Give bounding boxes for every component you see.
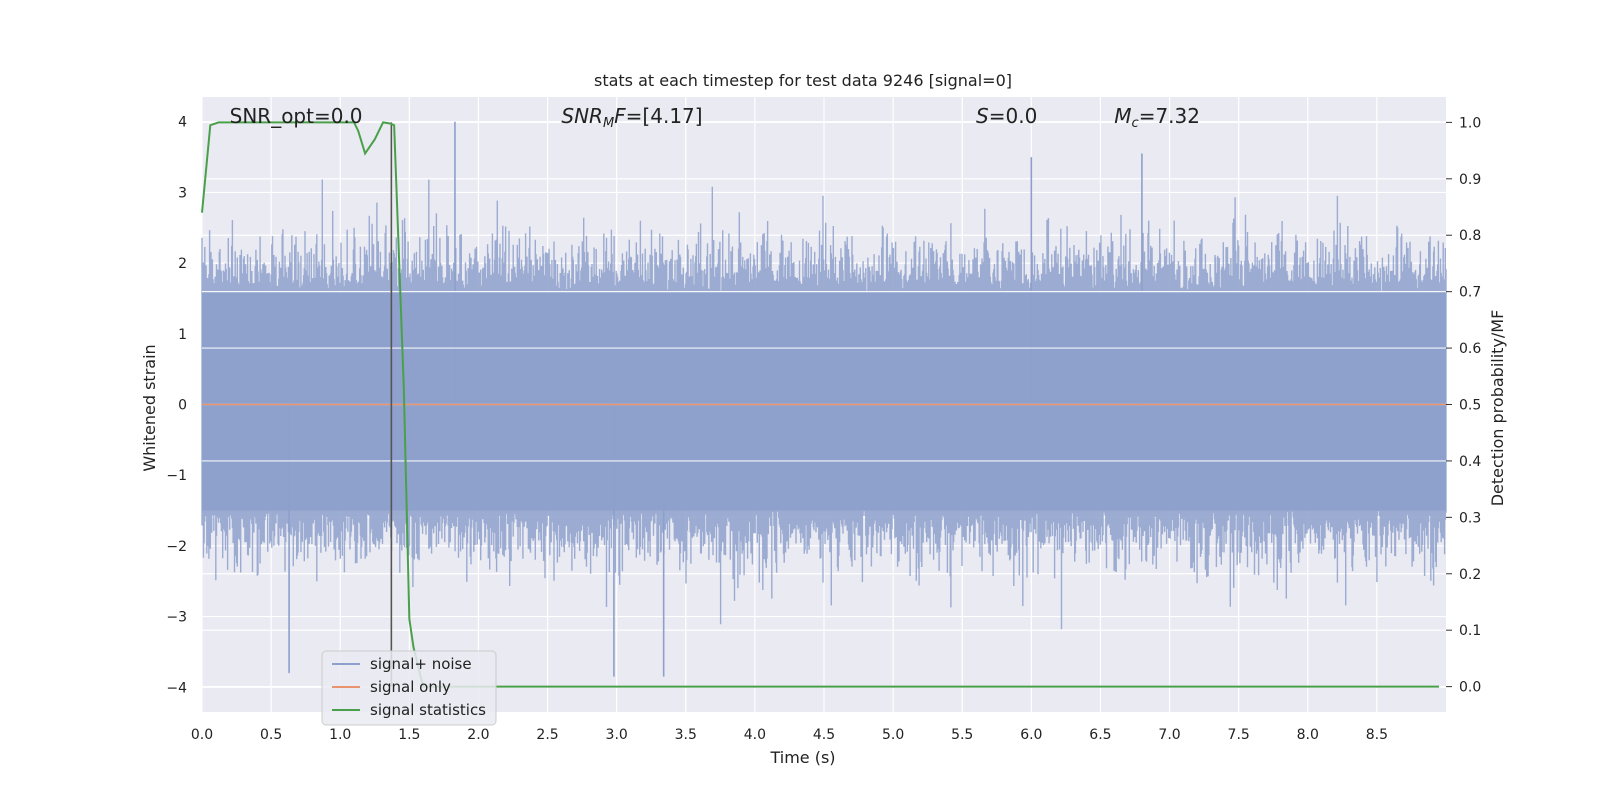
y-tick-label: 1 — [178, 327, 187, 343]
x-tick-label: 3.5 — [675, 727, 697, 743]
annotation-text: SNRMF=[4.17] — [561, 104, 702, 131]
chart-title: stats at each timestep for test data 924… — [594, 71, 1012, 90]
annotation-text: S=0.0 — [976, 104, 1037, 128]
x-tick-label: 1.5 — [398, 727, 420, 743]
y-right-tick-label: 0.4 — [1459, 454, 1481, 470]
x-tick-label: 4.0 — [744, 727, 766, 743]
y-tick-label: 0 — [178, 398, 187, 414]
y-tick-label: 3 — [178, 185, 187, 201]
y-tick-label: −4 — [166, 680, 187, 696]
annotation-text: Mc=7.32 — [1114, 104, 1200, 131]
x-tick-label: 6.0 — [1020, 727, 1042, 743]
y-right-tick-label: 0.3 — [1459, 510, 1481, 526]
x-tick-label: 6.5 — [1089, 727, 1111, 743]
legend-label: signal statistics — [370, 701, 486, 719]
x-axis-label: Time (s) — [769, 748, 835, 767]
x-tick-label: 7.5 — [1228, 727, 1250, 743]
y-right-tick-label: 0.8 — [1459, 228, 1481, 244]
x-tick-label: 5.0 — [882, 727, 904, 743]
y-right-tick-label: 0.2 — [1459, 567, 1481, 583]
series-lines — [201, 121, 1446, 688]
y-right-tick-label: 0.0 — [1459, 680, 1481, 696]
x-tick-label: 2.0 — [467, 727, 489, 743]
y-right-tick-label: 0.6 — [1459, 341, 1481, 357]
legend-label: signal only — [370, 678, 451, 696]
y-tick-label: −3 — [166, 610, 187, 626]
x-axis-ticks: 0.0 0.5 1.0 1.5 2.0 2.5 3.0 3.5 4.0 4.5 5.0 5.5 6.0 6… — [191, 727, 1388, 743]
y-right-axis-ticks: 1.0 0.9 0.8 0.7 0.6 0.5 0.4 0.3 0.2 0.1 0.0 — [1446, 115, 1481, 696]
x-tick-label: 8.5 — [1366, 727, 1388, 743]
x-tick-label: 1.0 — [329, 727, 351, 743]
y-axis-ticks: 4 3 2 1 0 −1 −2 −3 −4 — [166, 115, 187, 697]
y-right-tick-label: 0.1 — [1459, 623, 1481, 639]
y-axis-label: Whitened strain — [140, 344, 159, 471]
annotations: SNR_opt=0.0 SNRMF=[4.17] S=0.0 Mc=7.32 — [230, 104, 1200, 131]
y-tick-label: 4 — [178, 115, 187, 131]
y-right-tick-label: 0.9 — [1459, 172, 1481, 188]
y-tick-label: −1 — [166, 468, 187, 484]
x-tick-label: 3.0 — [606, 727, 628, 743]
y-right-tick-label: 0.7 — [1459, 285, 1481, 301]
legend: signal+ noise signal only signal statist… — [321, 650, 497, 726]
x-tick-label: 4.5 — [813, 727, 835, 743]
x-tick-label: 0.0 — [191, 727, 213, 743]
y-tick-label: 2 — [178, 256, 187, 272]
x-tick-label: 8.0 — [1297, 727, 1319, 743]
signal-statistics-line — [201, 121, 1440, 688]
y-tick-label: −2 — [166, 539, 187, 555]
legend-label: signal+ noise — [370, 655, 472, 673]
noise-series — [201, 121, 1447, 677]
x-tick-label: 2.5 — [536, 727, 558, 743]
y-right-axis-label: Detection probability/MF — [1488, 310, 1507, 507]
y-right-tick-label: 1.0 — [1459, 115, 1481, 131]
annotation-text: SNR_opt=0.0 — [230, 104, 363, 128]
y-right-tick-label: 0.5 — [1459, 398, 1481, 414]
legend-frame — [321, 650, 497, 726]
x-tick-label: 5.5 — [951, 727, 973, 743]
noise-band — [202, 291, 1446, 511]
x-tick-label: 0.5 — [260, 727, 282, 743]
x-tick-label: 7.0 — [1158, 727, 1180, 743]
